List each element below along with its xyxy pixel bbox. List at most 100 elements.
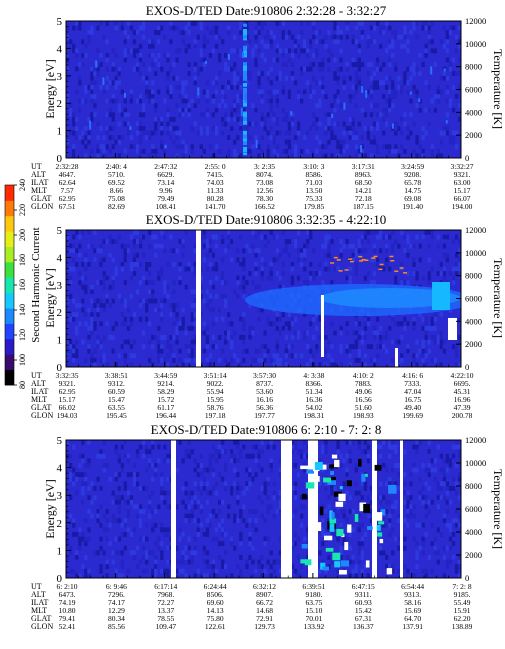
spectrogram-cell	[208, 30, 213, 35]
cell-value: 58.16	[404, 598, 421, 607]
spectrogram-cell	[205, 48, 210, 54]
spectrogram-cell	[160, 116, 164, 122]
spectrogram-cell	[178, 239, 182, 244]
spectrogram-cell	[290, 116, 295, 122]
spectrogram-cell	[430, 568, 434, 574]
spectrogram-cell	[175, 84, 179, 90]
spectrogram-cell	[369, 94, 374, 99]
spectrogram-cell	[412, 121, 416, 127]
spectrogram-cell	[221, 121, 225, 127]
spectrogram-cell	[442, 266, 447, 272]
spectrogram-cell	[148, 39, 152, 45]
spectrogram-cell	[272, 312, 276, 318]
spectrogram-cell	[90, 312, 94, 318]
spectrogram-cell	[430, 335, 434, 340]
spectrogram-cell	[327, 527, 331, 533]
spectrogram-cell	[239, 48, 243, 54]
spectrogram-cell	[397, 518, 401, 524]
spectrogram-cell	[394, 275, 398, 281]
spectrogram-cell	[372, 357, 377, 363]
spectrogram-cell	[290, 344, 295, 350]
spectrogram-cell	[154, 57, 158, 63]
row-label: GLON	[31, 202, 53, 211]
spectrogram-cell	[300, 559, 307, 564]
cell-value: 9022.	[207, 379, 224, 388]
spectrogram-cell	[181, 532, 185, 537]
spectrogram-cell	[430, 467, 434, 473]
spectrogram-cell	[90, 298, 94, 304]
spectrogram-cell	[120, 321, 124, 327]
spectrogram-cell	[375, 316, 380, 322]
spectrogram-cell	[421, 316, 425, 322]
spectrogram-cell	[190, 21, 194, 26]
data-gap	[400, 440, 403, 578]
spectrogram-cell	[105, 362, 109, 367]
spectrogram-cell	[239, 84, 243, 90]
spectrogram-cell	[424, 230, 428, 235]
spectrogram-cell	[430, 148, 434, 154]
spectrogram-cell	[284, 243, 289, 249]
spectrogram-cell	[99, 555, 103, 560]
spectrogram-cell	[233, 139, 237, 145]
spectrogram-cell	[190, 84, 194, 90]
cell-value: 75.80	[207, 614, 224, 623]
spectrogram-cell	[214, 449, 219, 455]
spectrogram-cell	[75, 48, 79, 54]
spectrogram-cell	[257, 289, 261, 295]
spectrogram-cell	[281, 271, 285, 276]
cell-value: 79.41	[59, 614, 76, 623]
spectrogram-cell	[342, 57, 346, 63]
cell-value: 52.41	[59, 622, 76, 631]
spectrogram-cell	[145, 550, 149, 556]
spectrogram-cell	[120, 112, 124, 118]
spectrogram-cell	[266, 495, 270, 501]
spectrogram-cell	[157, 536, 161, 542]
spectrogram-cell	[193, 458, 197, 464]
spectrogram-cell	[406, 271, 410, 276]
spectrogram-cell	[251, 48, 255, 54]
spectrogram-cell	[199, 48, 203, 54]
spectrogram-cell	[306, 66, 310, 72]
spectrogram-cell	[290, 234, 295, 240]
spectrogram-cell	[117, 499, 121, 505]
spectrogram-cell	[69, 463, 73, 468]
spectrogram-cell	[175, 103, 179, 109]
spectrogram-cell	[427, 257, 431, 263]
spectrogram-cell	[227, 148, 231, 154]
spectrogram-cell	[412, 148, 416, 154]
spectrogram-cell	[87, 536, 91, 542]
cell-value: 2:55: 0	[205, 162, 226, 171]
spectrogram-cell	[199, 25, 203, 31]
spectrogram-cell	[300, 330, 304, 336]
spectrogram-cell	[239, 362, 243, 367]
spectrogram-cell	[391, 316, 395, 322]
spectrogram-cell	[160, 89, 164, 95]
spectrogram-cell	[169, 559, 173, 565]
spectrogram-cell	[309, 89, 313, 95]
spectrogram-cell	[394, 80, 398, 86]
spectrogram-cell	[190, 71, 194, 77]
spectrogram-cell	[318, 98, 322, 104]
spectrogram-cell	[132, 463, 137, 468]
spectrogram-cell	[108, 440, 112, 445]
spectrogram-cell	[190, 53, 194, 58]
spectrogram-cell	[436, 80, 440, 86]
spectrogram-cell	[105, 536, 109, 542]
spectrogram-cell	[391, 89, 395, 95]
spectrogram-cell	[300, 353, 304, 359]
spectrogram-cell	[129, 126, 132, 130]
spectrogram-cell	[90, 353, 94, 359]
spectrogram-cell	[72, 453, 76, 459]
spectrogram-cell	[324, 568, 328, 574]
spectrogram-cell	[406, 126, 410, 131]
spectrogram-cell	[254, 348, 258, 354]
spectrogram-cell	[263, 262, 267, 267]
spectrogram-cell	[84, 321, 88, 327]
spectrogram-cell	[339, 234, 343, 240]
spectrogram-cell	[409, 522, 413, 528]
spectrogram-cell	[306, 495, 310, 501]
spectrogram-cell	[403, 509, 407, 514]
spectrogram-cell	[342, 257, 346, 263]
